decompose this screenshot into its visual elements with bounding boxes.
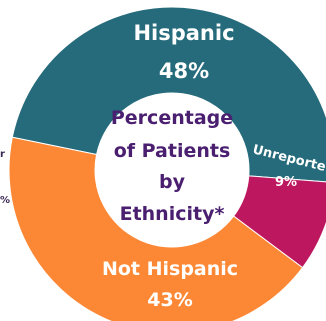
slice-value-unreported: 9% bbox=[275, 175, 297, 190]
center-title-line-4: Ethnicity* bbox=[120, 203, 225, 225]
slice-label-not-hispanic: Not Hispanic bbox=[102, 258, 238, 280]
slice-value-hispanic: 48% bbox=[159, 59, 209, 83]
slice-value-not-hispanic: 43% bbox=[147, 289, 192, 311]
slice-hispanic bbox=[11, 6, 326, 183]
center-title-line-1: Percentage bbox=[111, 107, 233, 129]
center-title-line-3: by bbox=[159, 171, 186, 193]
donut-slices bbox=[8, 6, 326, 321]
slice-label-hispanic: Hispanic bbox=[133, 21, 234, 45]
slice-not-hispanic bbox=[8, 136, 304, 321]
center-title-line-2: of Patients bbox=[114, 140, 231, 162]
partial-left-label-top: r bbox=[0, 149, 5, 160]
partial-left-label-bottom: % bbox=[0, 195, 10, 206]
